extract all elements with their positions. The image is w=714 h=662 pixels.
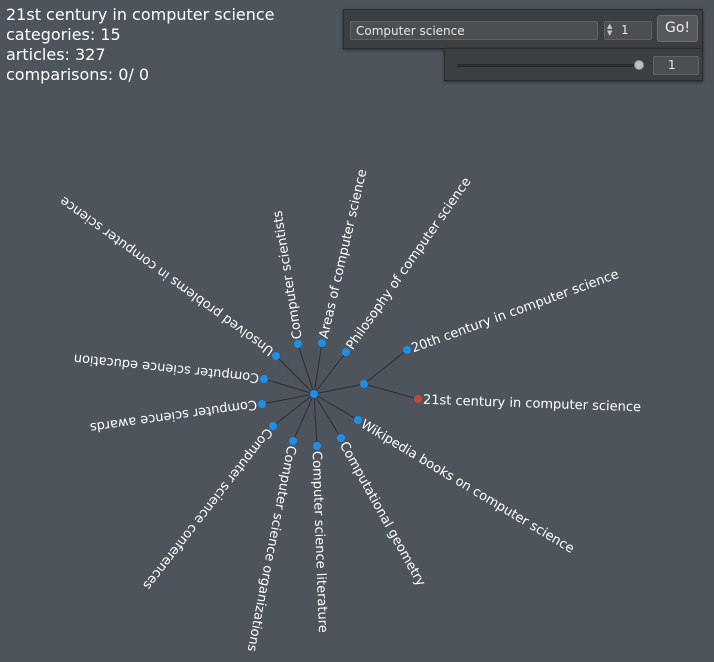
category-label[interactable]: Unsolved problems in computer science	[57, 193, 277, 358]
category-label[interactable]: Computer science education	[73, 350, 260, 384]
graph-edge	[297, 343, 315, 395]
category-node[interactable]	[272, 352, 280, 360]
depth-value: 1	[621, 23, 629, 37]
search-input[interactable]	[350, 21, 598, 40]
category-node[interactable]	[289, 437, 297, 445]
hub-node[interactable]	[360, 380, 368, 388]
category-label[interactable]: Computer scientists	[270, 209, 305, 340]
category-node[interactable]	[403, 346, 411, 354]
go-button[interactable]: Go!	[657, 15, 698, 42]
graph-edge	[313, 393, 359, 421]
graph-edge	[313, 342, 323, 395]
graph-info: 21st century in computer science categor…	[6, 5, 275, 85]
depth-spinbox[interactable]: ▲ ▼ 1	[604, 21, 652, 40]
category-label[interactable]: 21st century in computer science	[423, 393, 642, 416]
graph-edge	[313, 393, 318, 447]
graph-edge	[313, 351, 347, 395]
spin-arrows-icon[interactable]: ▲ ▼	[607, 22, 613, 37]
category-node[interactable]	[258, 400, 266, 408]
category-node[interactable]	[260, 375, 268, 383]
graph-nodes	[258, 339, 422, 450]
articles-count: articles: 327	[6, 45, 106, 64]
graph-edges	[261, 342, 419, 447]
graph-edge	[272, 393, 315, 427]
slider-value-box[interactable]: 1	[653, 56, 699, 75]
graph-edge	[263, 378, 315, 395]
search-panel: ▲▼ 1 Go!	[343, 9, 703, 49]
category-node[interactable]	[342, 348, 350, 356]
graph-edge	[292, 393, 315, 442]
graph-edge	[275, 355, 315, 395]
graph-edge	[313, 383, 365, 395]
category-label[interactable]: Areas of computer science	[317, 168, 371, 340]
root-node[interactable]	[310, 390, 318, 398]
selected-category-node[interactable]	[414, 395, 422, 403]
category-label[interactable]: 20th century in computer science	[409, 267, 621, 356]
category-label[interactable]: Computer science conferences	[139, 425, 275, 593]
category-label[interactable]: Computer science organizations	[244, 444, 299, 653]
category-node[interactable]	[354, 416, 362, 424]
graph-edge	[313, 393, 342, 439]
graph-title: 21st century in computer science	[6, 5, 275, 24]
category-label[interactable]: Computer science awards	[89, 396, 258, 434]
categories-count: categories: 15	[6, 25, 121, 44]
category-label[interactable]: Computer science literature	[309, 451, 330, 633]
slider-panel: 1	[444, 48, 703, 81]
category-node[interactable]	[269, 422, 277, 430]
category-node[interactable]	[313, 442, 321, 450]
slider-track[interactable]	[457, 64, 643, 67]
graph-edge	[363, 383, 419, 400]
comparisons-count: comparisons: 0/ 0	[6, 65, 150, 84]
graph-edge	[363, 349, 408, 385]
category-node[interactable]	[294, 340, 302, 348]
graph-edge	[261, 393, 315, 405]
category-node[interactable]	[337, 434, 345, 442]
slider-handle[interactable]	[634, 60, 644, 70]
slider-value: 1	[668, 58, 676, 72]
category-node[interactable]	[318, 339, 326, 347]
